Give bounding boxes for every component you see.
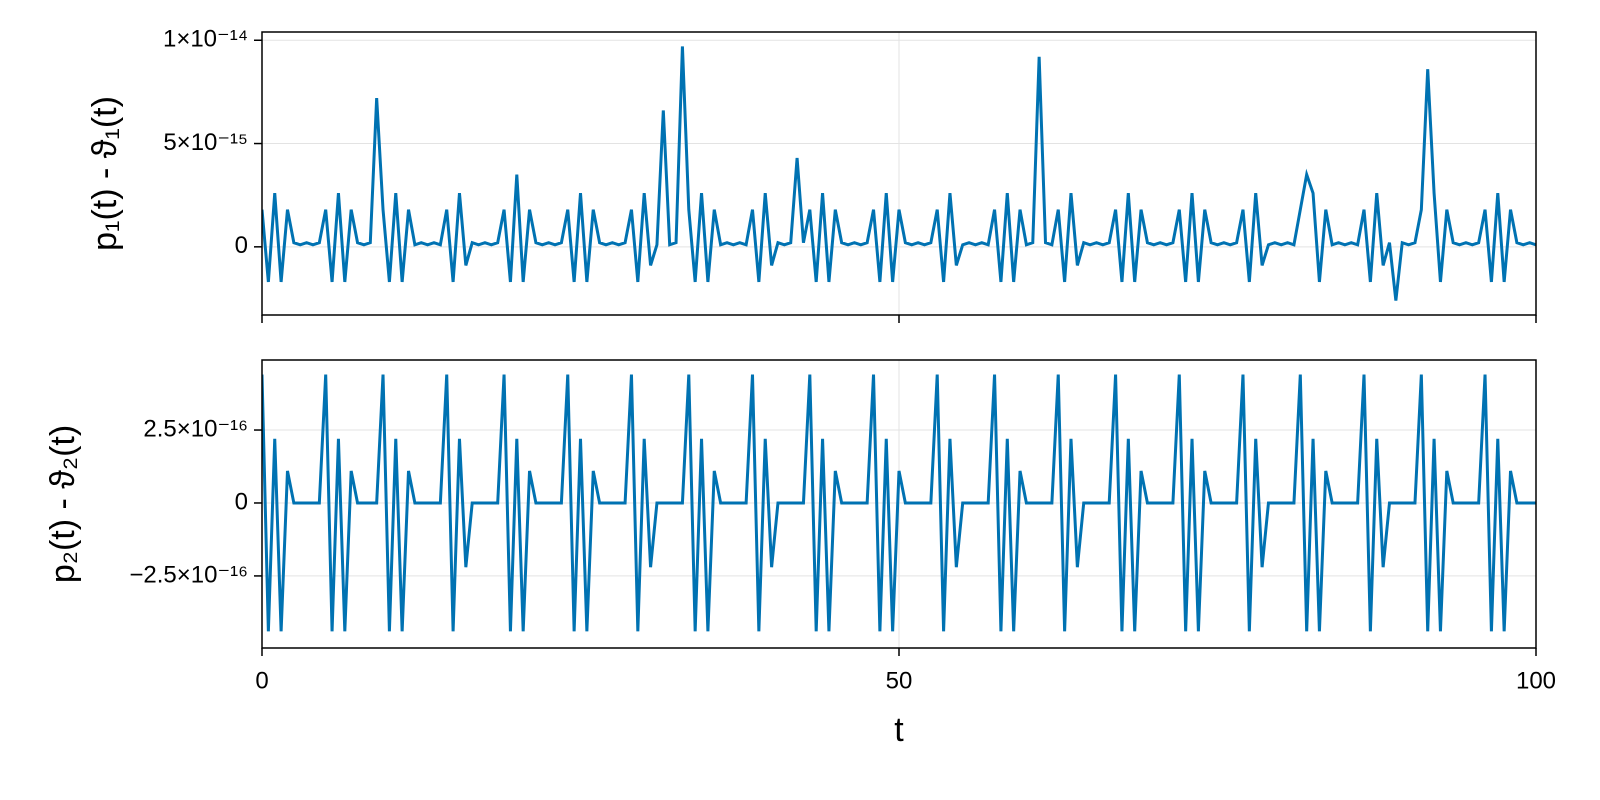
y-tick-label: 0 [235,488,248,515]
plot-frame [261,31,1537,316]
plot-frame [261,359,1537,649]
x-tick-label: 100 [1516,667,1556,694]
y-axis-label: p₁(t) - ϑ₁(t) [86,96,124,251]
x-tick-label: 0 [255,667,268,694]
x-axis-label: t [894,711,904,749]
y-tick-label: 1×10⁻¹⁴ [163,26,248,53]
y-tick-label: −2.5×10⁻¹⁶ [129,561,248,588]
data-line [262,374,1536,632]
y-tick-label: 2.5×10⁻¹⁶ [143,415,248,442]
y-tick-label: 5×10⁻¹⁵ [163,129,248,156]
x-tick-label: 50 [886,667,913,694]
y-tick-label: 0 [235,232,248,259]
y-axis-label: p₂(t) - ϑ₂(t) [44,425,82,583]
data-line [262,46,1536,301]
